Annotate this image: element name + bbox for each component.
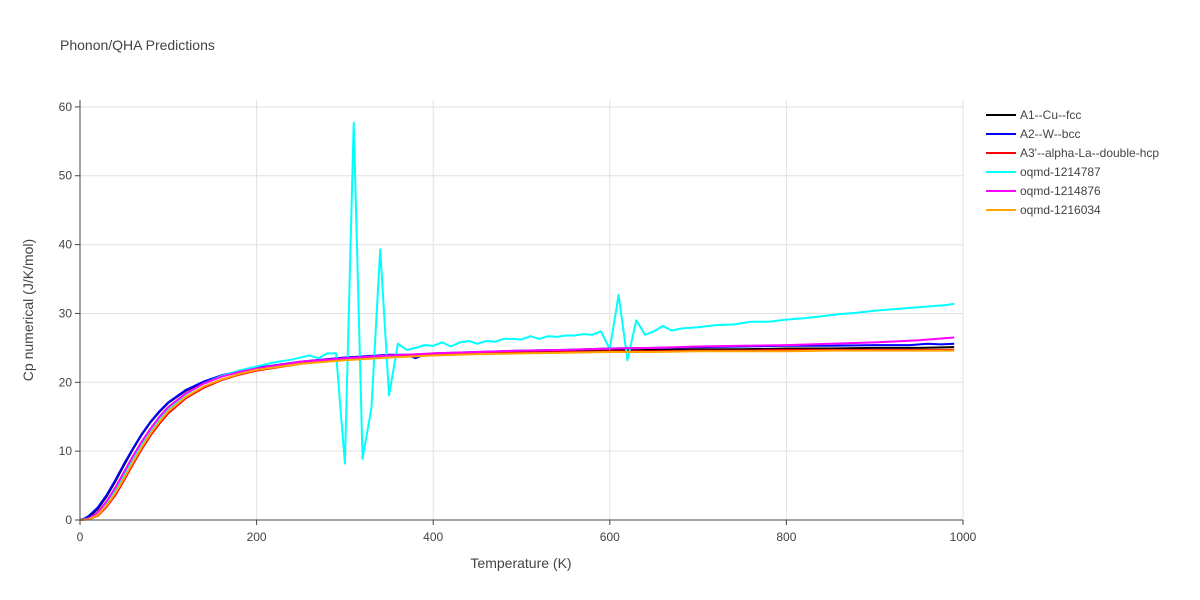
legend-item[interactable]: oqmd-1214787 xyxy=(986,165,1101,179)
x-tick-label: 200 xyxy=(247,530,267,544)
legend-item[interactable]: A1--Cu--fcc xyxy=(986,108,1081,122)
chart-title: Phonon/QHA Predictions xyxy=(60,37,215,53)
y-axis-title: Cp numerical (J/K/mol) xyxy=(20,239,36,381)
legend-label: A3'--alpha-La--double-hcp xyxy=(1020,146,1159,160)
grid xyxy=(80,100,964,520)
legend: A1--Cu--fcc A2--W--bcc A3'--alpha-La--doub… xyxy=(986,108,1159,217)
legend-item[interactable]: A2--W--bcc xyxy=(986,127,1080,141)
y-tick-label: 30 xyxy=(59,306,73,320)
y-tick-label: 50 xyxy=(59,169,73,183)
x-tick-label: 1000 xyxy=(950,530,977,544)
y-tick-label: 10 xyxy=(59,444,73,458)
x-tick-label: 0 xyxy=(77,530,84,544)
x-axis-title: Temperature (K) xyxy=(470,555,571,571)
series-line-2 xyxy=(79,348,955,521)
legend-label: oqmd-1216034 xyxy=(1020,203,1101,217)
series-line-5 xyxy=(79,349,955,521)
series-line-0 xyxy=(79,346,955,521)
plot-area xyxy=(79,121,955,521)
legend-label: oqmd-1214876 xyxy=(1020,184,1101,198)
legend-label: A1--Cu--fcc xyxy=(1020,108,1081,122)
x-tick-label: 800 xyxy=(776,530,796,544)
series-line-3 xyxy=(79,121,955,521)
y-tick-label: 20 xyxy=(59,375,73,389)
legend-label: A2--W--bcc xyxy=(1020,127,1080,141)
y-tick-label: 40 xyxy=(59,238,73,252)
legend-item[interactable]: oqmd-1216034 xyxy=(986,203,1101,217)
series-line-4 xyxy=(79,336,955,521)
series-line-1 xyxy=(79,342,955,521)
x-tick-label: 600 xyxy=(600,530,620,544)
legend-item[interactable]: oqmd-1214876 xyxy=(986,184,1101,198)
y-tick-label: 0 xyxy=(65,513,72,527)
legend-item[interactable]: A3'--alpha-La--double-hcp xyxy=(986,146,1159,160)
y-tick-label: 60 xyxy=(59,100,73,114)
x-tick-label: 400 xyxy=(423,530,443,544)
legend-label: oqmd-1214787 xyxy=(1020,165,1101,179)
